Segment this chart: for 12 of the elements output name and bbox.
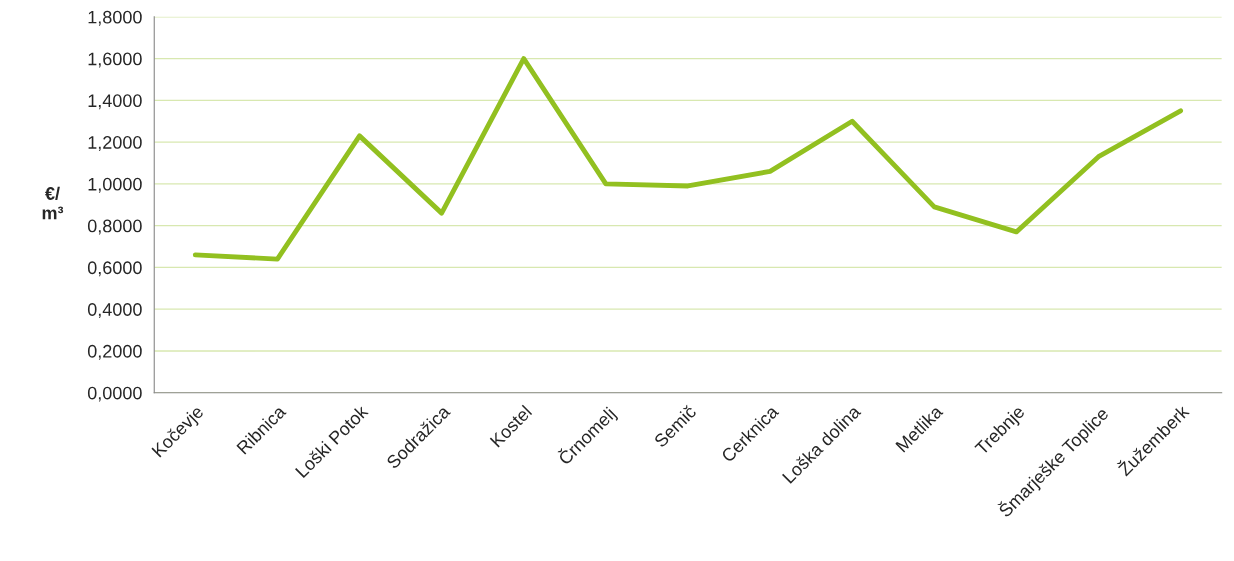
- y-tick-label: 1,2000: [88, 136, 142, 151]
- y-tick-label: 0,6000: [87, 261, 142, 277]
- line-series: [192, 56, 1184, 262]
- y-tick-label: 0,4000: [87, 303, 142, 319]
- y-tick-label: 0,0000: [87, 386, 142, 402]
- y-tick-label: 1,4000: [88, 94, 142, 110]
- y-tick-label: 1,0000: [88, 177, 142, 193]
- y-tick-label: 1,8000: [88, 10, 142, 26]
- y-tick-label: 1,6000: [88, 52, 142, 68]
- y-tick-label: 0,2000: [87, 344, 142, 360]
- y-axis-title: €/ m³: [42, 186, 64, 220]
- y-tick-label: 0,8000: [87, 219, 142, 235]
